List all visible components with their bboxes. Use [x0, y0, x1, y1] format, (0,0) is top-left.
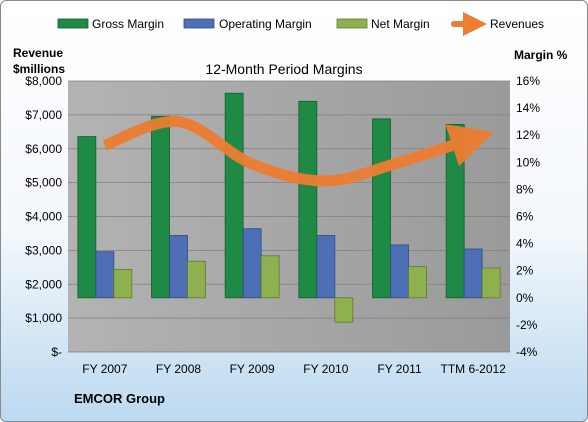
legend-item-gross-margin: Gross Margin [57, 17, 164, 31]
legend: Gross Margin Operating Margin Net Margin… [57, 12, 544, 36]
right-tick-label: -2% [516, 318, 538, 332]
chart-title: 12-Month Period Margins [205, 61, 362, 77]
legend-item-revenues: Revenues [451, 12, 544, 36]
legend-label-net-margin: Net Margin [371, 17, 430, 31]
x-tick-label: FY 2010 [303, 362, 348, 376]
right-axis-ticks: -4% -2% 0% 2% 4% 6% 8% 10% 12% 14% 16% [516, 74, 540, 359]
left-tick-label: $8,000 [25, 74, 62, 88]
right-tick-label: -4% [516, 345, 538, 359]
bar-operating-margin [463, 248, 483, 299]
right-tick-label: 6% [516, 210, 534, 224]
legend-item-net-margin: Net Margin [336, 17, 430, 31]
left-tick-label: $4,000 [25, 210, 62, 224]
bar-net-margin [113, 268, 133, 299]
left-tick-label: $2,000 [25, 277, 62, 291]
right-tick-label: 4% [516, 237, 534, 251]
bar-net-margin [260, 255, 280, 299]
bar-operating-margin [242, 228, 262, 299]
bar-operating-margin [390, 244, 409, 299]
right-tick-label: 12% [516, 128, 540, 142]
legend-label-operating-margin: Operating Margin [219, 17, 312, 31]
bar-gross-margin [151, 115, 170, 299]
bar-gross-margin [224, 92, 244, 299]
bar-operating-margin [169, 235, 188, 299]
right-tick-label: 10% [516, 155, 540, 169]
left-axis-ticks: $- $1,000 $2,000 $3,000 $4,000 $5,000 $6,000 $7… [25, 74, 62, 359]
bar-operating-margin [95, 251, 115, 299]
right-tick-label: 14% [516, 101, 540, 115]
left-tick-label: $- [51, 345, 62, 359]
left-axis-title-line1: Revenue [13, 46, 63, 60]
right-tick-label: 0% [516, 291, 534, 305]
bar-operating-margin [316, 235, 336, 299]
legend-label-revenues: Revenues [490, 17, 544, 31]
revenue-line [102, 115, 495, 187]
bar-gross-margin [77, 136, 97, 299]
x-tick-label: FY 2008 [156, 362, 201, 376]
left-axis-title-line2: $millions [13, 62, 65, 76]
bar-net-margin [187, 260, 206, 299]
right-axis-title: Margin % [514, 48, 568, 62]
x-tick-label: TTM 6-2012 [440, 362, 506, 376]
right-tick-label: 2% [516, 264, 534, 278]
left-tick-label: $1,000 [25, 311, 62, 325]
bar-gross-margin [372, 118, 391, 299]
company-name: EMCOR Group [74, 391, 165, 406]
legend-swatch-gross-margin [57, 18, 89, 29]
legend-swatch-net-margin [336, 18, 368, 29]
bar-net-margin [408, 266, 427, 299]
legend-label-gross-margin: Gross Margin [92, 17, 164, 31]
left-tick-label: $6,000 [25, 142, 62, 156]
left-tick-label: $7,000 [25, 108, 62, 122]
bar-net-margin [481, 267, 501, 299]
revenue-line-path [102, 115, 495, 187]
x-tick-label: FY 2007 [82, 362, 127, 376]
legend-swatch-operating-margin [183, 18, 215, 29]
legend-item-operating-margin: Operating Margin [183, 17, 312, 31]
left-tick-label: $3,000 [25, 243, 62, 257]
x-tick-label: FY 2011 [377, 362, 422, 376]
left-tick-label: $5,000 [25, 176, 62, 190]
bar-gross-margin [445, 123, 465, 299]
bars [77, 92, 501, 323]
bar-gross-margin [298, 100, 318, 299]
x-tick-label: FY 2009 [230, 362, 275, 376]
right-tick-label: 8% [516, 182, 534, 196]
x-axis-ticks: FY 2007 FY 2008 FY 2009 FY 2010 FY 2011 TTM 6… [82, 362, 506, 376]
right-tick-label: 16% [516, 74, 540, 88]
bar-net-margin [334, 297, 354, 323]
